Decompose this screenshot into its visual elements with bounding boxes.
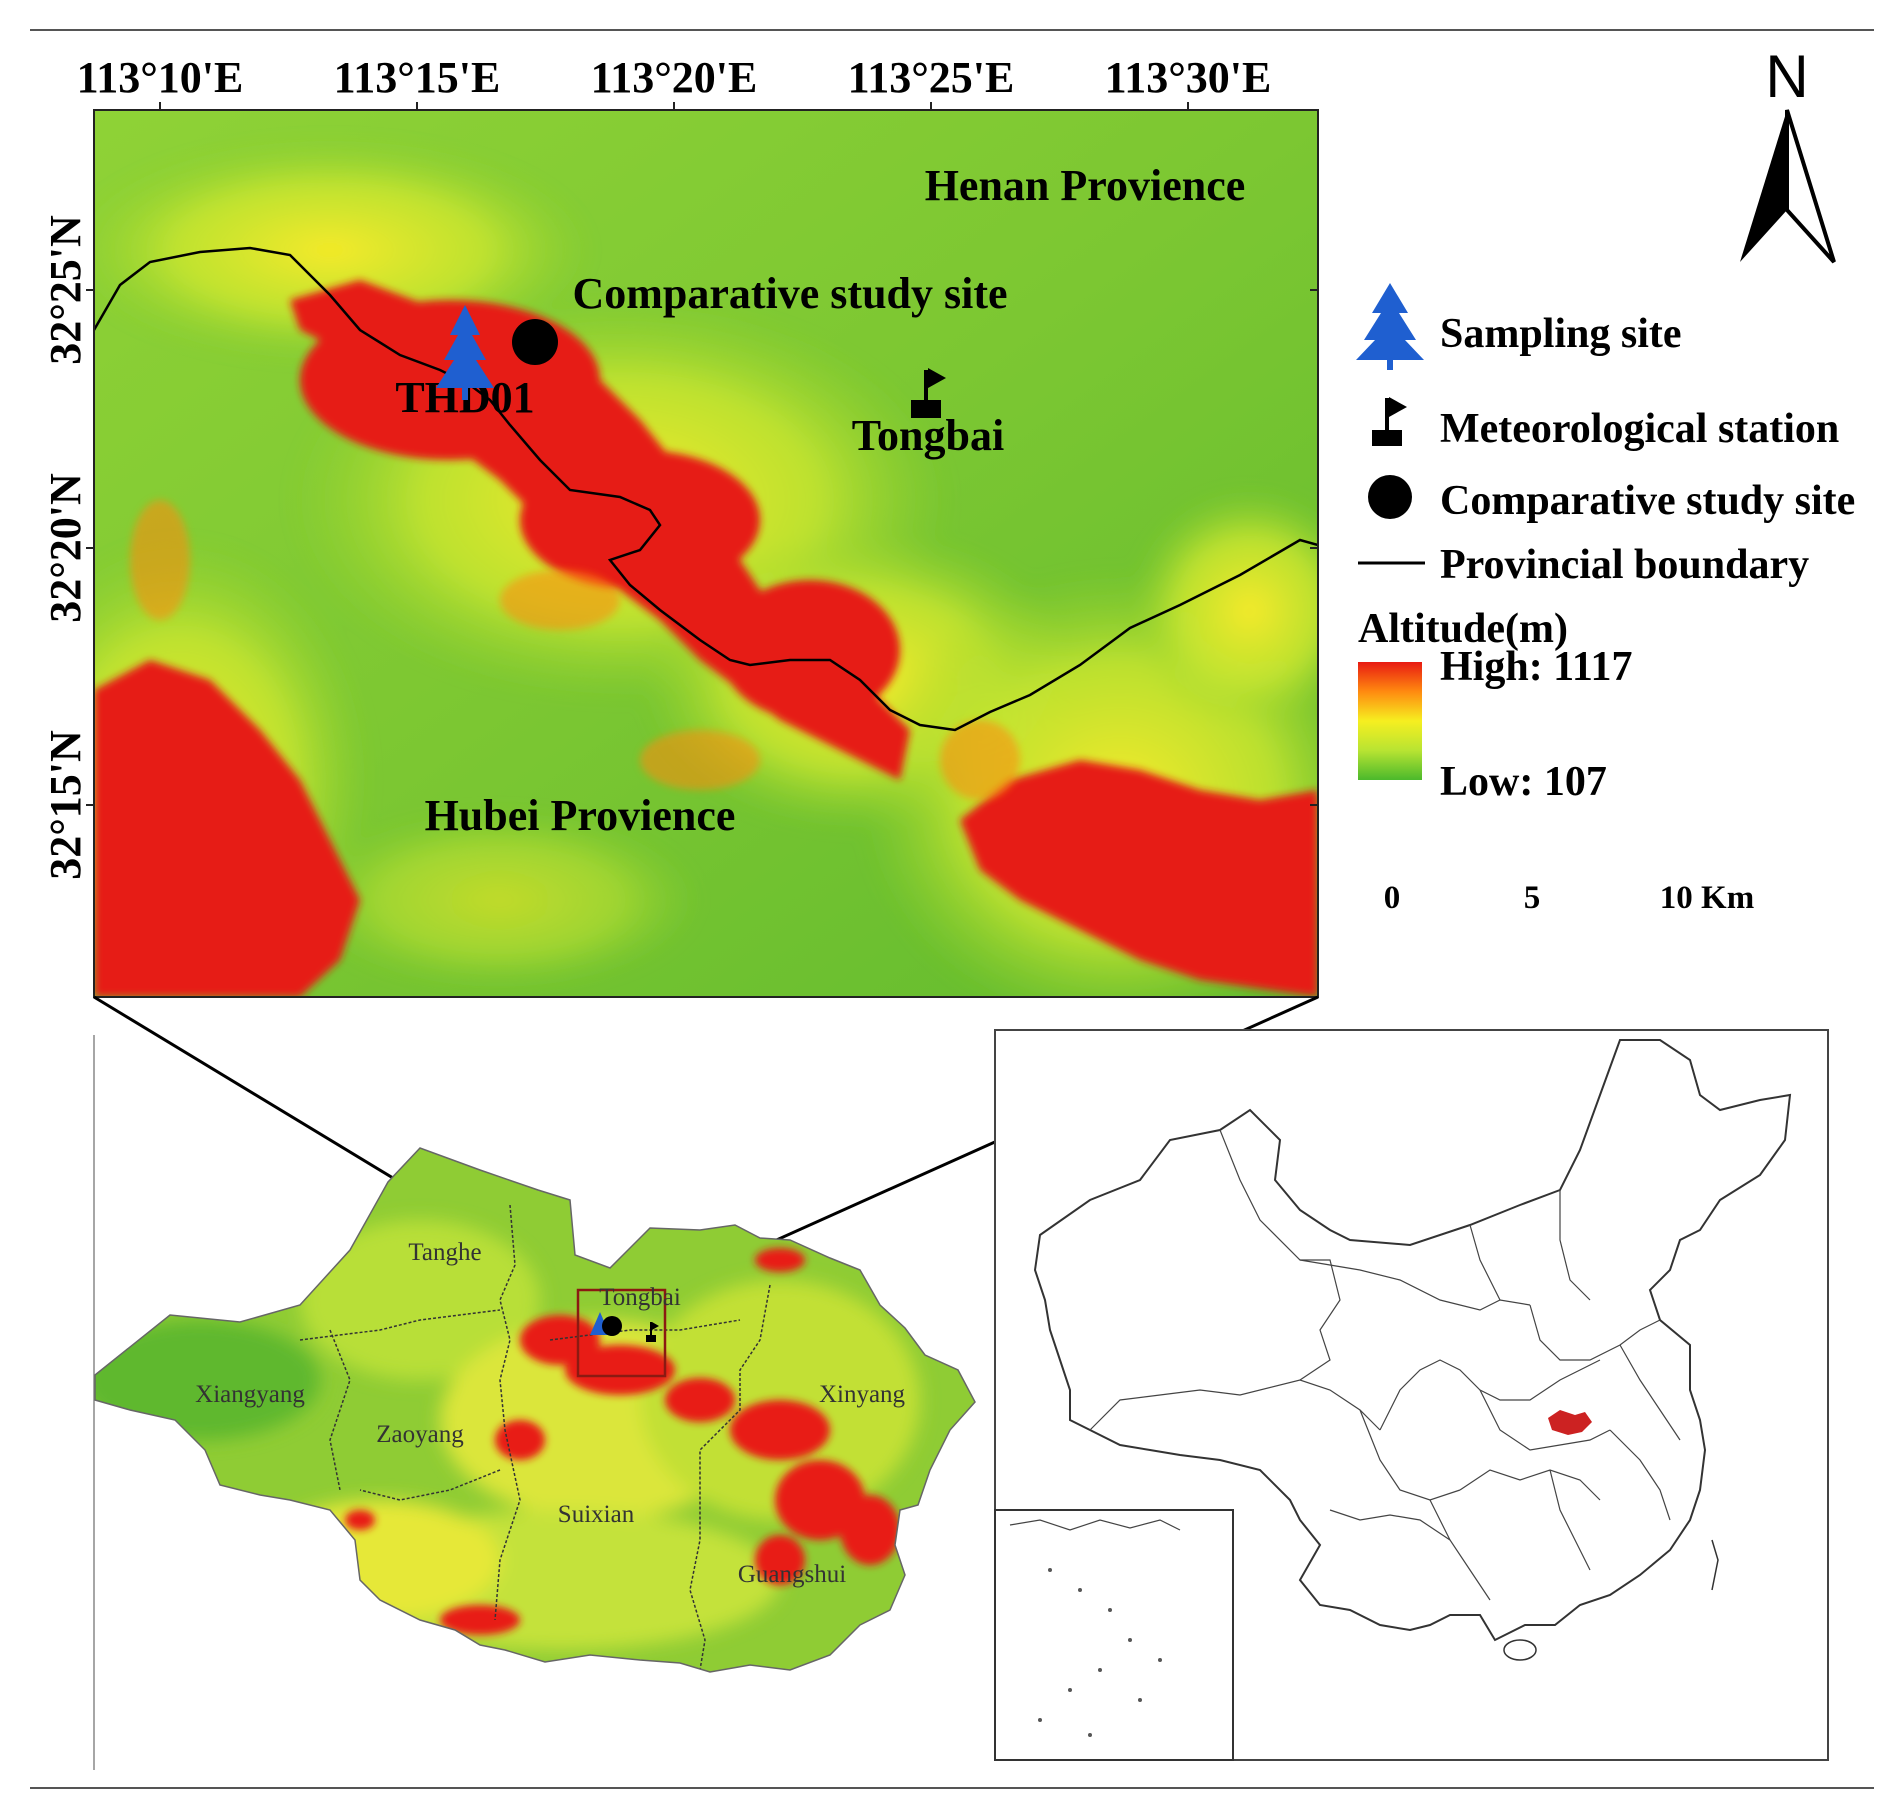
arrow-left-half [1740, 110, 1787, 262]
taiwan-island [1711, 1539, 1719, 1591]
county-label: Zaoyang [376, 1421, 464, 1448]
china-location-map [994, 1029, 1829, 1761]
provincial-boundary-line [94, 246, 1318, 732]
circle-icon [602, 1316, 622, 1336]
altitude-high: High: 1117 [1440, 644, 1633, 690]
altitude-colorbar [1358, 662, 1422, 780]
legend-sampling-site: Sampling site [1440, 311, 1682, 357]
study-region-highlight [1548, 1410, 1592, 1435]
legend-meteorological-station: Meteorological station [1440, 406, 1839, 452]
legend-comparative-site: Comparative study site [1440, 478, 1855, 524]
flag-icon [911, 368, 946, 418]
tree-icon [1356, 283, 1424, 370]
county-label: Xinyang [819, 1381, 906, 1408]
county-label: Tanghe [408, 1239, 481, 1266]
flag-icon [646, 1322, 659, 1342]
regional-map: Tanghe Tongbai Xiangyang Zaoyang Xinyang… [94, 1147, 976, 1673]
scale-zero: 0 [1384, 880, 1401, 916]
county-label: Xiangyang [195, 1381, 305, 1408]
county-label: Guangshui [738, 1561, 846, 1588]
main-elevation-map [86, 102, 1319, 998]
station-label: Tongbai [852, 411, 1004, 460]
lon-tick-label: 113°15'E [334, 53, 501, 102]
county-label: Tongbai [599, 1284, 681, 1311]
arrow-right-half [1785, 109, 1836, 264]
circle-icon [1368, 475, 1412, 519]
scale-mid: 5 [1524, 880, 1541, 916]
north-arrow: N [1740, 43, 1836, 264]
study-area-box [576, 1288, 667, 1378]
county-label: Suixian [558, 1501, 635, 1528]
inset-islands [1038, 1568, 1162, 1737]
hainan-island [1503, 1639, 1537, 1661]
south-china-sea-inset [994, 1509, 1234, 1761]
henan-province-label: Henan Provience [925, 161, 1246, 210]
legend-provincial-boundary: Provincial boundary [1440, 542, 1809, 588]
scale-end: 10 Km [1660, 880, 1754, 916]
china-outline [1033, 1039, 1792, 1642]
regional-outline [94, 1147, 976, 1673]
legend: Sampling site Meteorological station Com… [1356, 283, 1855, 916]
lat-tick-label: 32°20'N [41, 473, 90, 623]
lon-tick-label: 113°25'E [848, 53, 1015, 102]
north-letter: N [1765, 43, 1808, 110]
flag-icon [1372, 397, 1407, 446]
inset-coastline [1009, 1519, 1181, 1531]
lon-tick-label: 113°20'E [591, 53, 758, 102]
altitude-title: Altitude(m) [1358, 606, 1568, 652]
main-map-frame [93, 109, 1319, 998]
lon-tick-label: 113°30'E [1105, 53, 1272, 102]
tree-icon [436, 305, 494, 400]
altitude-low: Low: 107 [1440, 759, 1607, 805]
circle-icon [512, 319, 558, 365]
lat-tick-label: 32°15'N [41, 730, 90, 880]
lon-tick-label: 113°10'E [77, 53, 244, 102]
hubei-province-label: Hubei Provience [425, 791, 736, 840]
lat-tick-label: 32°25'N [41, 215, 90, 365]
comparative-site-label: Comparative study site [572, 269, 1007, 318]
